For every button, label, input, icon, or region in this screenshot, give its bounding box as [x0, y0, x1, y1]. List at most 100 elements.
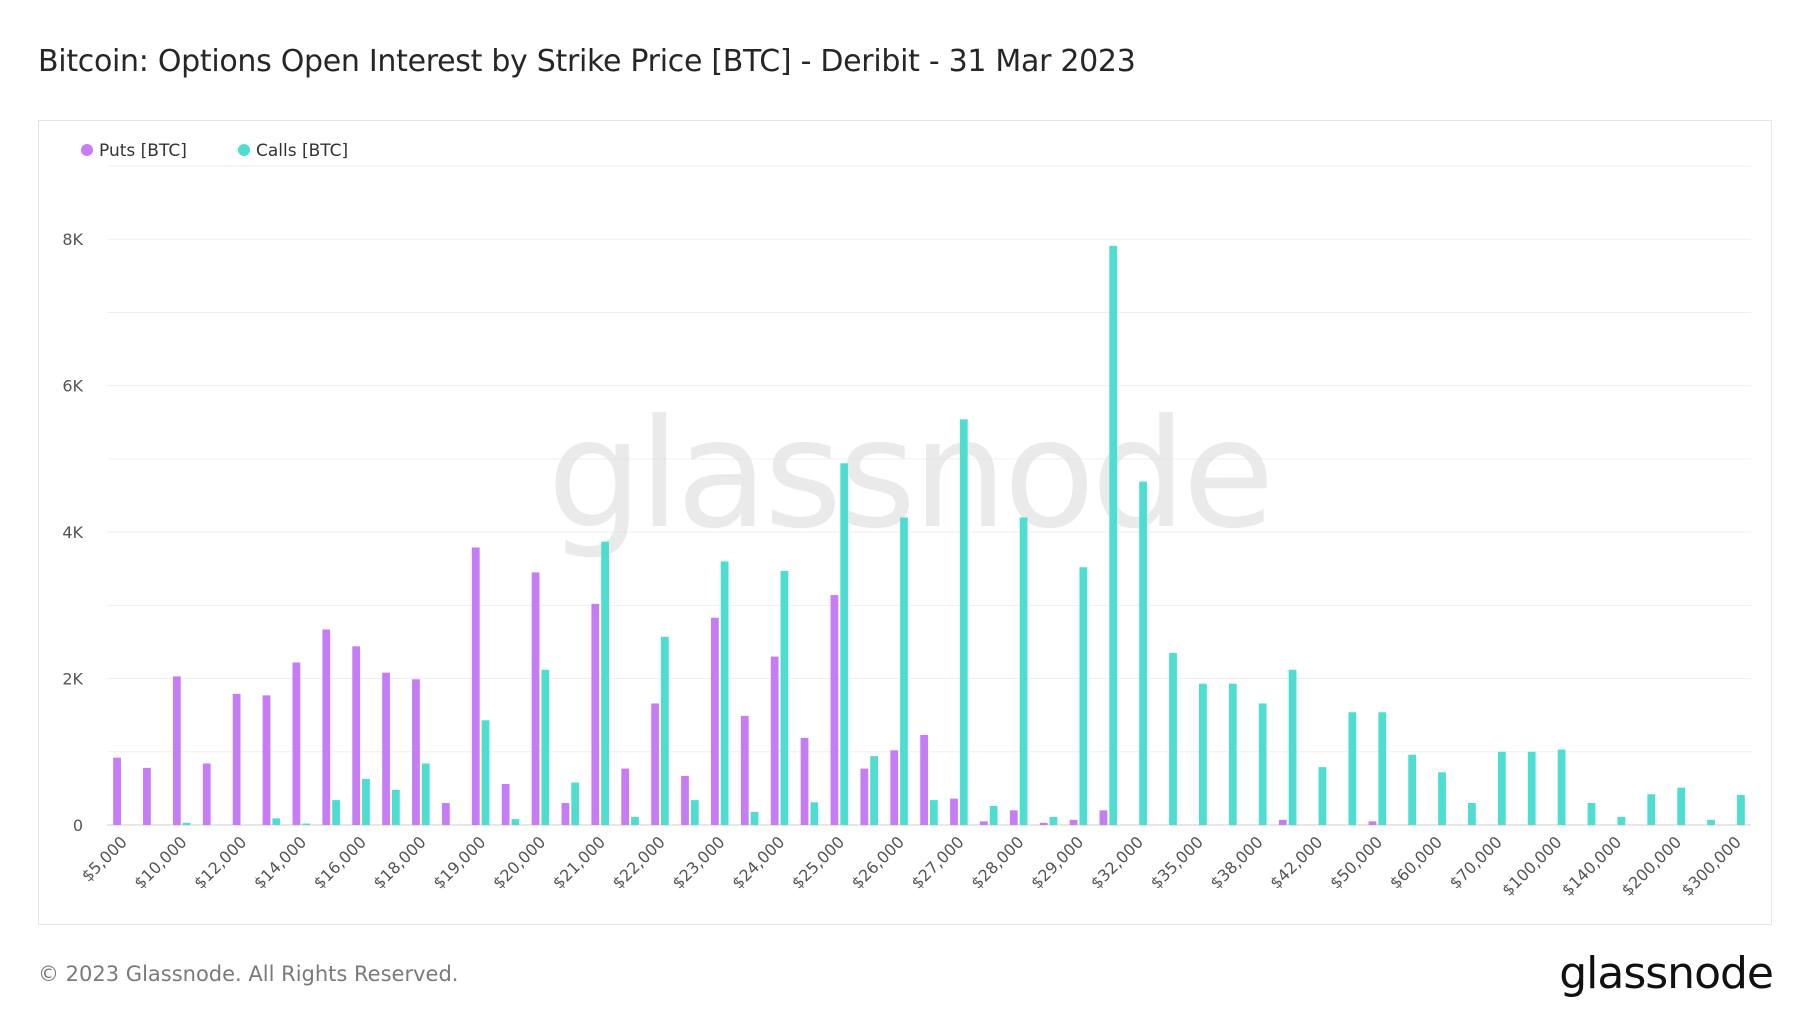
x-tick-label: $50,000: [1326, 832, 1386, 892]
put-bar: [172, 676, 181, 825]
x-tick-label: $24,000: [728, 832, 788, 892]
call-bar: [900, 517, 908, 825]
call-bar: [1049, 816, 1058, 825]
call-bar: [1348, 712, 1357, 825]
put-bar: [1069, 819, 1078, 825]
call-bar: [1079, 567, 1088, 825]
put-bar: [471, 547, 480, 825]
call-bar: [332, 800, 340, 825]
x-tick-label: $23,000: [668, 832, 728, 892]
x-tick-label: $300,000: [1677, 832, 1744, 899]
x-tick-label: $25,000: [788, 832, 848, 892]
call-bar: [1527, 751, 1536, 825]
call-bar: [481, 720, 490, 825]
x-tick-label: $19,000: [429, 832, 489, 892]
x-tick-label: $60,000: [1386, 832, 1446, 892]
put-bar: [651, 703, 659, 825]
call-bar: [750, 811, 759, 825]
call-bar: [1587, 803, 1596, 825]
call-bar: [810, 802, 819, 825]
call-bar: [720, 561, 729, 825]
call-bar: [1228, 683, 1237, 825]
call-bar: [1677, 787, 1686, 825]
legend-label: Calls [BTC]: [256, 141, 348, 161]
call-bar: [1288, 669, 1297, 825]
glassnode-logo: glassnode: [1559, 948, 1774, 999]
put-bar: [1039, 822, 1048, 825]
bar-chart: 0 2K 4K 6K 8K glassnode Puts [BTC] Calls [BTC] $…: [62, 141, 1751, 900]
call-bar: [1378, 712, 1387, 825]
x-tick-label: $16,000: [310, 832, 370, 892]
put-bar: [770, 656, 779, 825]
x-tick-label: $18,000: [369, 832, 429, 892]
call-bar: [182, 822, 191, 825]
call-bar: [1199, 683, 1207, 825]
chart-panel: 0 2K 4K 6K 8K glassnode Puts [BTC] Calls [BTC] $…: [38, 120, 1772, 925]
call-bar: [1408, 754, 1417, 825]
x-tick-label: $12,000: [190, 832, 250, 892]
call-bar: [362, 778, 370, 825]
put-bar: [232, 693, 241, 825]
call-bar: [959, 419, 968, 825]
put-bar: [980, 821, 988, 825]
copyright-footer: © 2023 Glassnode. All Rights Reserved.: [38, 962, 459, 986]
x-tick-label: $35,000: [1147, 832, 1207, 892]
call-bar: [1737, 794, 1745, 825]
x-tick-label: $5,000: [78, 832, 131, 885]
call-bar: [989, 805, 998, 825]
call-bar: [511, 819, 520, 825]
put-bar: [262, 695, 271, 825]
put-bar: [800, 737, 809, 825]
call-bar: [1617, 816, 1626, 825]
legend-marker: [238, 144, 250, 156]
call-bar: [780, 570, 789, 825]
call-bar: [1497, 751, 1506, 825]
call-bar: [660, 636, 669, 825]
call-bar: [571, 782, 580, 825]
x-tick-label: $21,000: [549, 832, 609, 892]
call-bar: [631, 816, 639, 825]
watermark: glassnode: [547, 388, 1270, 562]
call-bar: [302, 823, 311, 825]
y-tick-label: 0: [73, 816, 83, 835]
legend-label: Puts [BTC]: [99, 141, 187, 161]
put-bar: [621, 768, 630, 825]
x-tick-label: $32,000: [1087, 832, 1147, 892]
put-bar: [322, 629, 331, 825]
x-tick-label: $26,000: [848, 832, 908, 892]
put-bar: [1099, 810, 1108, 825]
call-bar: [391, 789, 400, 825]
call-bar: [541, 669, 550, 825]
call-bar: [1318, 767, 1327, 825]
call-bar: [272, 818, 281, 825]
y-tick-label: 4K: [62, 523, 83, 542]
put-bar: [591, 603, 600, 825]
x-tick-label: $10,000: [130, 832, 190, 892]
call-bar: [601, 541, 609, 825]
call-bar: [421, 763, 430, 825]
call-bar: [1707, 819, 1715, 825]
x-tick-label: $200,000: [1618, 832, 1685, 899]
x-tick-label: $70,000: [1446, 832, 1506, 892]
put-bar: [1368, 821, 1377, 825]
call-bar: [870, 756, 878, 825]
x-tick-label: $140,000: [1558, 832, 1625, 899]
call-bar: [1109, 245, 1118, 825]
call-bar: [930, 800, 938, 825]
put-bar: [202, 763, 211, 825]
put-bar: [890, 750, 899, 825]
x-tick-label: $28,000: [967, 832, 1027, 892]
call-bar: [1647, 794, 1656, 825]
put-bar: [1009, 810, 1018, 825]
y-tick-label: 8K: [62, 230, 83, 249]
put-bar: [681, 775, 689, 825]
x-tick-label: $20,000: [489, 832, 549, 892]
x-tick-label: $29,000: [1027, 832, 1087, 892]
put-bar: [441, 803, 450, 825]
call-bar: [1169, 652, 1177, 825]
put-bar: [113, 757, 121, 825]
put-bar: [531, 572, 540, 825]
call-bar: [1438, 772, 1446, 825]
put-bar: [860, 768, 869, 825]
call-bar: [690, 800, 699, 825]
